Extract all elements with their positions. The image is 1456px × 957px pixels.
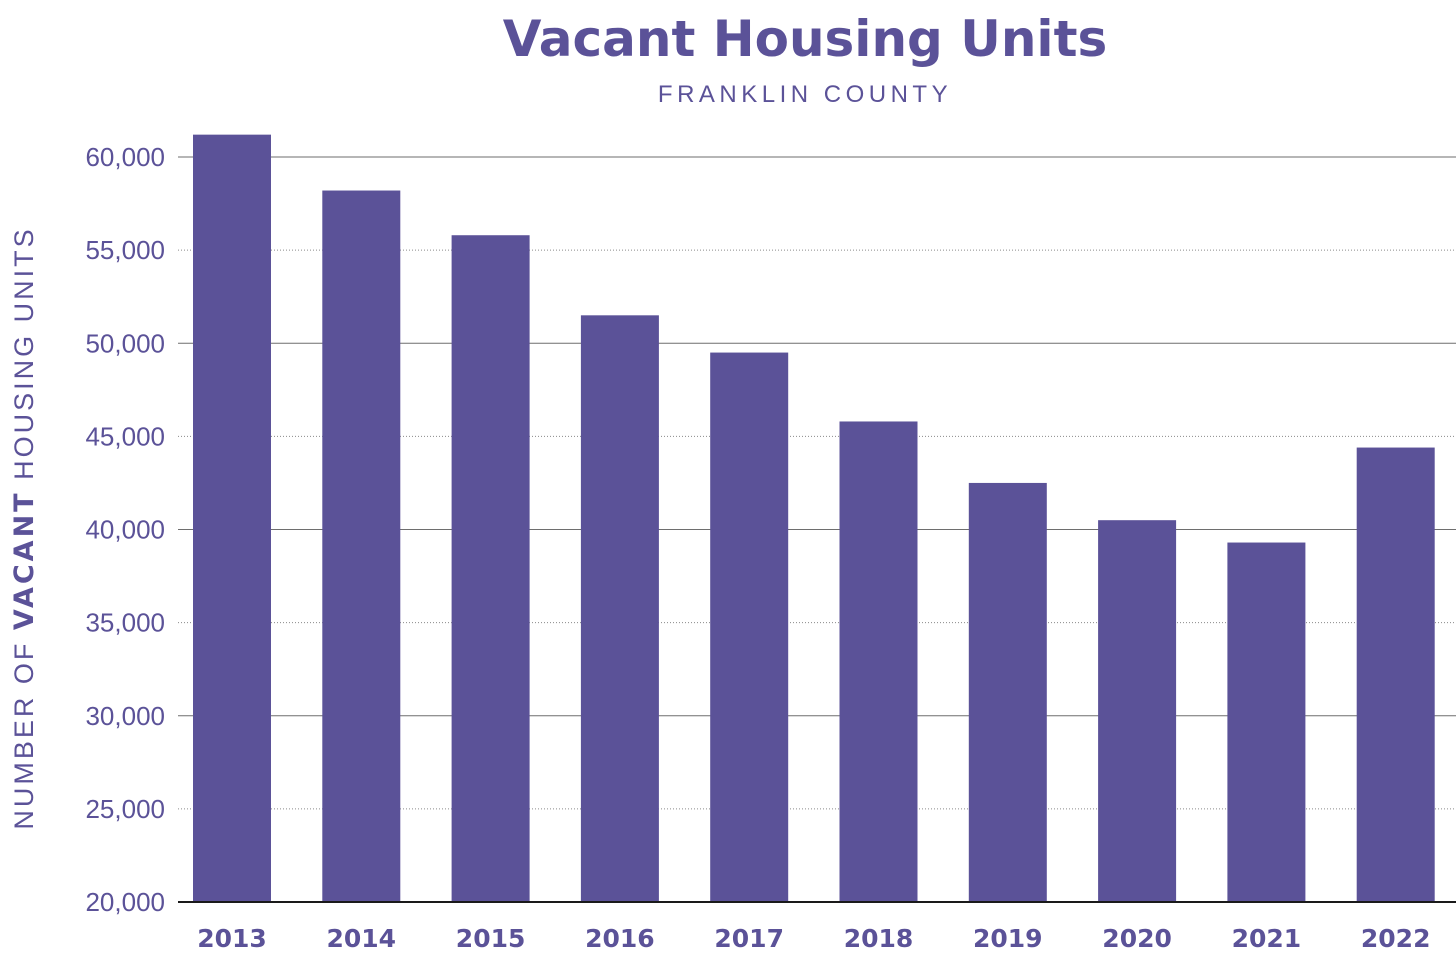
x-axis-ticks: 2013 2014 2015 2016 2017 2018 2019 2020 2021 2022 xyxy=(197,924,1430,953)
x-tick-label: 2020 xyxy=(1102,924,1172,953)
bar-2015 xyxy=(451,235,530,903)
y-axis-label: NUMBER OF VACANT HOUSING UNITS xyxy=(9,226,40,829)
y-tick-label: 50,000 xyxy=(85,328,165,358)
x-tick-label: 2013 xyxy=(197,924,267,953)
y-tick-label: 35,000 xyxy=(85,608,165,638)
y-axis-label-part-1: NUMBER OF xyxy=(9,630,39,830)
bar-2013 xyxy=(193,134,271,902)
y-tick-label: 45,000 xyxy=(85,421,165,451)
x-tick-label: 2016 xyxy=(585,924,655,953)
bar-2014 xyxy=(322,190,401,902)
x-tick-label: 2022 xyxy=(1361,924,1431,953)
y-axis-label-part-3: HOUSING UNITS xyxy=(9,226,39,490)
y-tick-label: 20,000 xyxy=(85,887,165,917)
x-tick-label: 2019 xyxy=(973,924,1043,953)
y-tick-label: 30,000 xyxy=(85,701,165,731)
y-tick-label: 55,000 xyxy=(85,235,165,265)
y-axis-ticks: 20,000 25,000 30,000 35,000 40,000 45,000 50,0… xyxy=(85,142,165,917)
x-tick-label: 2015 xyxy=(456,924,526,953)
y-tick-label: 25,000 xyxy=(85,794,165,824)
chart-title: Vacant Housing Units xyxy=(503,10,1107,68)
bar-2016 xyxy=(580,315,659,902)
chart-subtitle: FRANKLIN COUNTY xyxy=(658,81,952,108)
x-tick-label: 2017 xyxy=(714,924,784,953)
bar-2021 xyxy=(1227,542,1306,902)
x-tick-label: 2018 xyxy=(844,924,914,953)
x-tick-label: 2021 xyxy=(1232,924,1302,953)
bar-2017 xyxy=(710,352,789,902)
bar-2020 xyxy=(1098,520,1177,902)
x-tick-label: 2014 xyxy=(327,924,397,953)
y-tick-label: 40,000 xyxy=(85,515,165,545)
bars xyxy=(178,134,1456,903)
y-tick-label: 60,000 xyxy=(85,142,165,172)
bar-2022 xyxy=(1356,447,1435,902)
bar-2018 xyxy=(839,421,918,902)
y-axis-label-part-2: VACANT xyxy=(9,490,40,630)
bar-2019 xyxy=(968,482,1047,902)
